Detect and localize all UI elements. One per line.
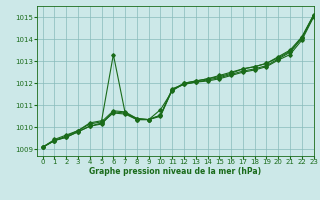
X-axis label: Graphe pression niveau de la mer (hPa): Graphe pression niveau de la mer (hPa): [89, 167, 261, 176]
